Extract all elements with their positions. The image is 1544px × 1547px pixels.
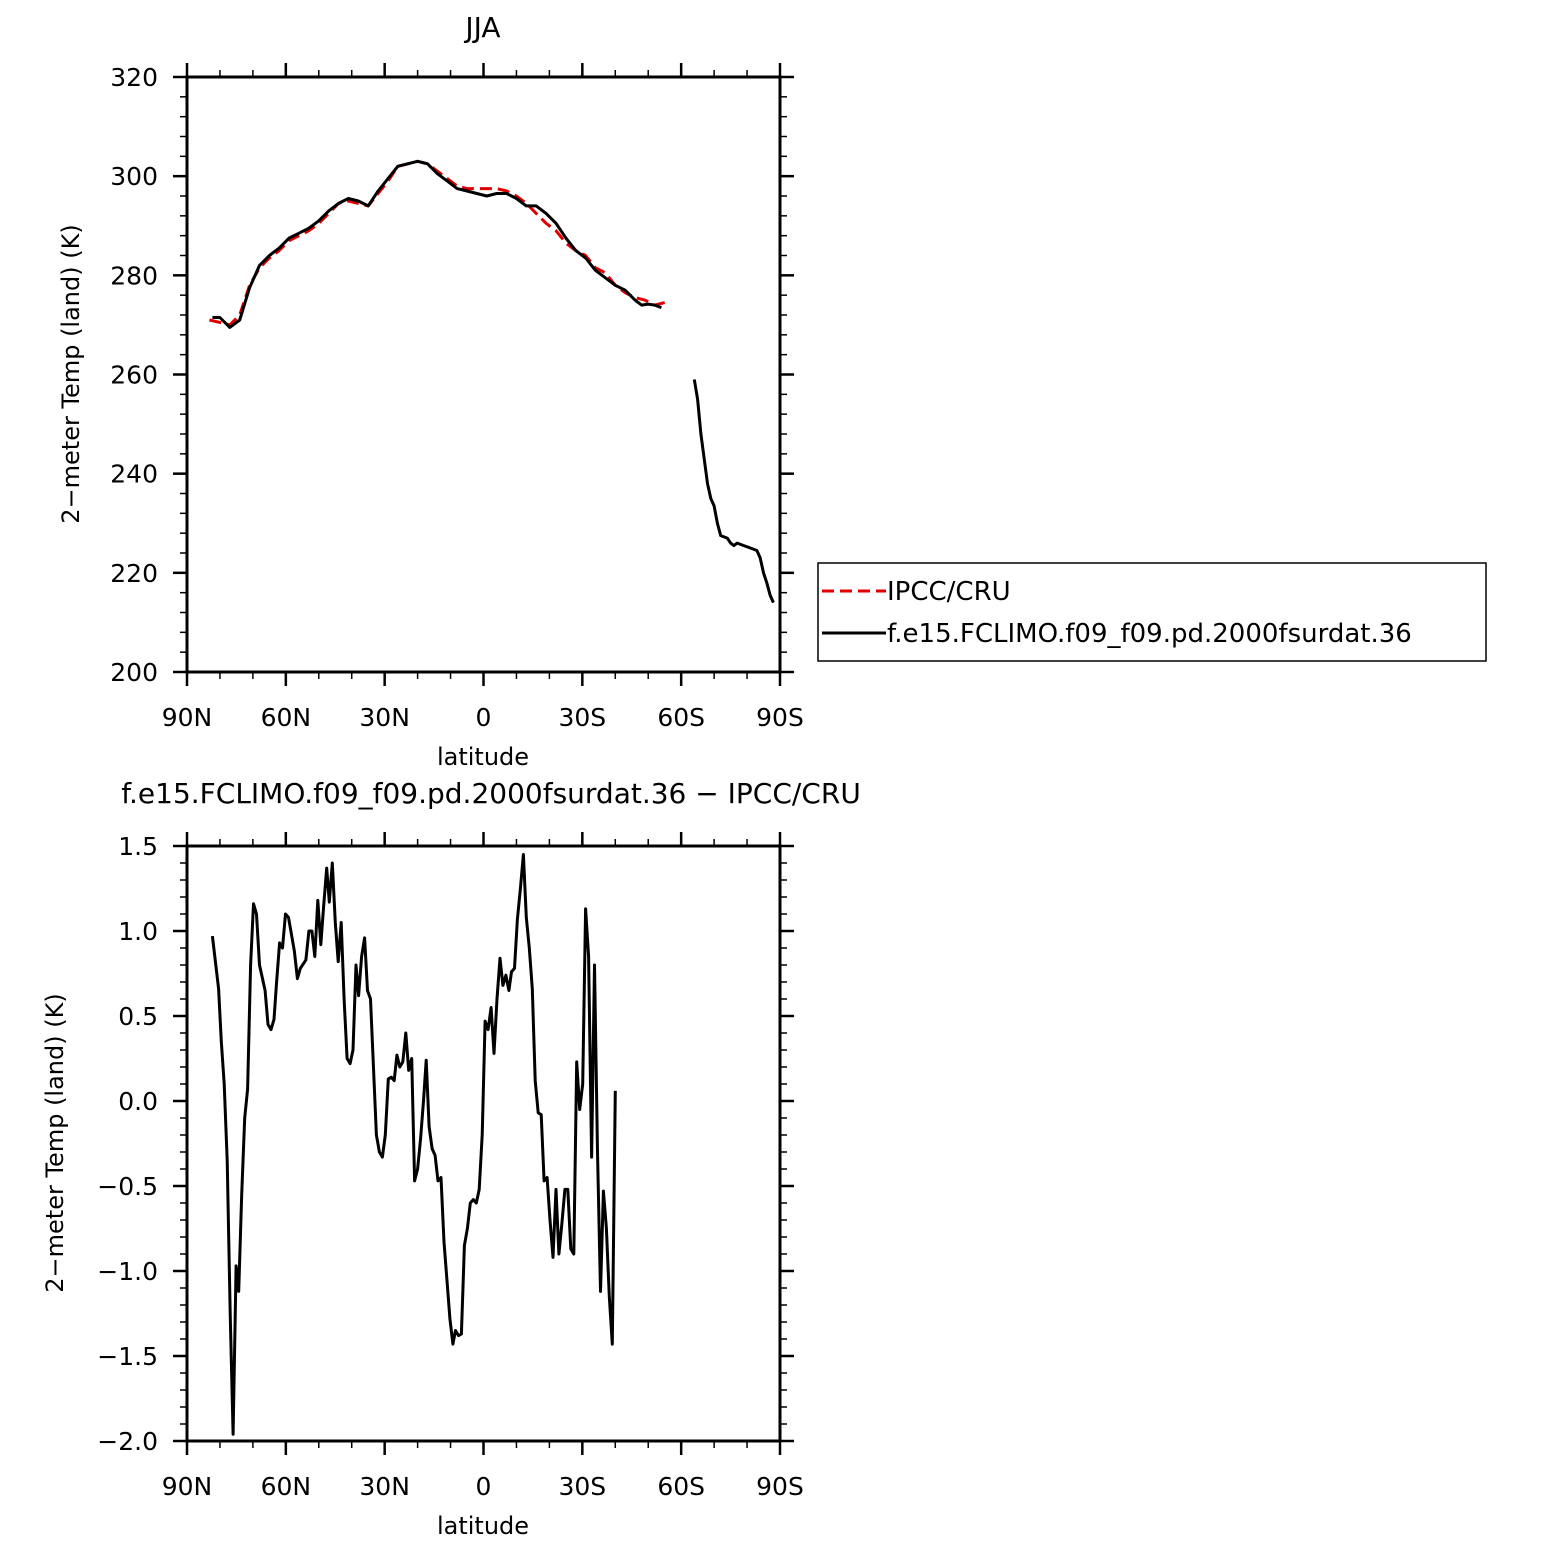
top-plot-frame <box>185 75 782 674</box>
top-series-0-line <box>209 159 666 327</box>
bottom-ytick-label: 0.0 <box>118 1087 158 1116</box>
top-ytick-label: 300 <box>110 162 158 191</box>
bottom-plot-frame <box>185 844 782 1443</box>
top-ytick-label: 320 <box>110 63 158 92</box>
legend-box <box>817 562 1487 662</box>
top-xtick-label: 60S <box>657 703 705 732</box>
legend-label-cru: IPCC/CRU <box>887 577 1011 607</box>
bottom-xtick-label: 30S <box>558 1472 606 1501</box>
bottom-ytick-label: −1.0 <box>97 1257 158 1286</box>
bottom-series-0-line <box>210 853 617 1436</box>
bottom-plot: f.e15.FCLIMO.f09_f09.pd.2000fsurdat.36 −… <box>41 777 861 1540</box>
top-xtick-label: 90S <box>756 703 804 732</box>
bottom-plot-xlabel: latitude <box>437 1512 529 1540</box>
top-xtick-label: 30N <box>359 703 410 732</box>
bottom-plot-series <box>210 853 617 1436</box>
bottom-ytick-label: 1.0 <box>118 917 158 946</box>
top-series-1-line <box>212 159 662 329</box>
top-plot-ticks <box>173 63 794 686</box>
bottom-ytick-label: −0.5 <box>97 1172 158 1201</box>
top-xtick-label: 30S <box>558 703 606 732</box>
top-plot: JJA 200 220 240 260 280 300 320 90N 60N 30N 0 30S 60… <box>57 11 804 771</box>
top-plot-tick-labels: 200 220 240 260 280 300 320 90N 60N 30N 0 30S 60S 90S <box>110 63 804 732</box>
top-plot-title: JJA <box>463 11 500 44</box>
bottom-xtick-label: 90S <box>756 1472 804 1501</box>
top-series-1-line <box>692 379 775 604</box>
legend: IPCC/CRU f.e15.FCLIMO.f09_f09.pd.2000fsu… <box>817 562 1487 662</box>
bottom-xtick-label: 90N <box>162 1472 213 1501</box>
bottom-ytick-label: −2.0 <box>97 1427 158 1456</box>
bottom-ytick-label: 0.5 <box>118 1002 158 1031</box>
legend-label-model: f.e15.FCLIMO.f09_f09.pd.2000fsurdat.36 <box>887 619 1412 649</box>
top-xtick-label: 0 <box>476 703 492 732</box>
top-xtick-label: 90N <box>162 703 213 732</box>
top-ytick-label: 260 <box>110 361 158 390</box>
top-plot-ylabel: 2−meter Temp (land) (K) <box>57 224 85 523</box>
bottom-xtick-label: 60S <box>657 1472 705 1501</box>
top-ytick-label: 200 <box>110 658 158 687</box>
top-ytick-label: 220 <box>110 559 158 588</box>
top-ytick-label: 240 <box>110 460 158 489</box>
top-plot-xlabel: latitude <box>437 743 529 771</box>
bottom-xtick-label: 60N <box>261 1472 312 1501</box>
bottom-plot-ticks <box>173 832 794 1455</box>
top-xtick-label: 60N <box>261 703 312 732</box>
bottom-ytick-label: −1.5 <box>97 1342 158 1371</box>
bottom-xtick-label: 0 <box>476 1472 492 1501</box>
bottom-plot-ylabel: 2−meter Temp (land) (K) <box>41 993 69 1292</box>
bottom-xtick-label: 30N <box>359 1472 410 1501</box>
top-plot-series <box>209 159 775 604</box>
bottom-ytick-label: 1.5 <box>118 832 158 861</box>
bottom-plot-tick-labels: −2.0 −1.5 −1.0 −0.5 0.0 0.5 1.0 1.5 90N 60N 30N 0 30… <box>97 832 804 1501</box>
top-ytick-label: 280 <box>110 261 158 290</box>
bottom-plot-title: f.e15.FCLIMO.f09_f09.pd.2000fsurdat.36 −… <box>121 777 861 810</box>
